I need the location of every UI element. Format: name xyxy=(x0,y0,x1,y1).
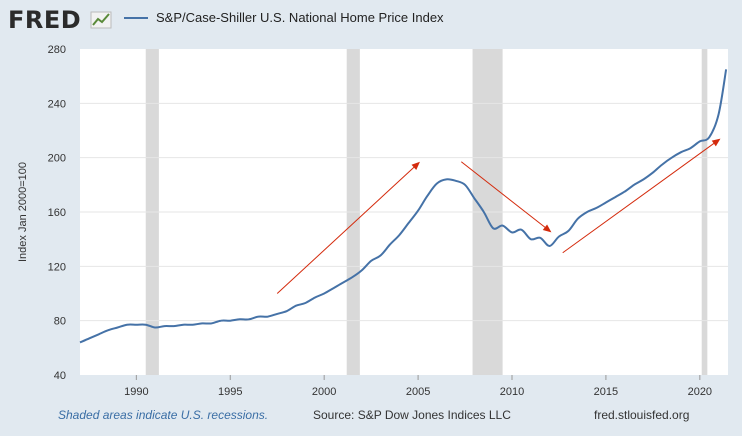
x-axis-ticks: 1990 1995 2000 2005 2010 2015 2020 xyxy=(124,375,712,398)
fred-logo-chart-icon xyxy=(90,11,112,29)
x-tick-label-2005: 2005 xyxy=(406,386,430,398)
source-credit: Source: S&P Dow Jones Indices LLC xyxy=(313,408,511,422)
y-tick-label-120: 120 xyxy=(48,261,66,273)
trend-arrow-2 xyxy=(562,138,721,254)
y-tick-label-280: 280 xyxy=(48,44,66,56)
y-tick-label-240: 240 xyxy=(48,98,66,110)
recession-note: Shaded areas indicate U.S. recessions. xyxy=(58,408,269,422)
y-tick-label-160: 160 xyxy=(48,207,66,219)
legend-label: S&P/Case-Shiller U.S. National Home Pric… xyxy=(156,10,444,25)
y-axis-title: Index Jan 2000=100 xyxy=(17,162,29,262)
y-tick-label-80: 80 xyxy=(54,316,66,328)
x-tick-label-1990: 1990 xyxy=(124,386,148,398)
x-tick-label-2000: 2000 xyxy=(312,386,336,398)
trend-arrows xyxy=(276,138,721,294)
gridlines xyxy=(80,102,728,322)
x-tick-label-1995: 1995 xyxy=(218,386,242,398)
line-chart: 40 80 120 160 200 240 280 1990 1995 2000 2005 2010… xyxy=(17,44,728,398)
x-tick-label-2020: 2020 xyxy=(688,386,712,398)
chart-legend: S&P/Case-Shiller U.S. National Home Pric… xyxy=(124,10,444,25)
chart-header: FRED S&P/Case-Shiller U.S. National Home… xyxy=(0,0,742,40)
y-tick-label-40: 40 xyxy=(54,370,66,382)
site-link[interactable]: fred.stlouisfed.org xyxy=(594,408,690,422)
y-tick-label-200: 200 xyxy=(48,153,66,165)
x-tick-label-2015: 2015 xyxy=(594,386,618,398)
chart-footer: Shaded areas indicate U.S. recessions. S… xyxy=(0,408,742,428)
x-tick-label-2010: 2010 xyxy=(500,386,524,398)
fred-logo[interactable]: FRED xyxy=(8,6,82,34)
series-line xyxy=(79,69,728,344)
y-axis-ticks: 40 80 120 160 200 240 280 xyxy=(48,44,66,382)
legend-swatch xyxy=(124,16,148,19)
trend-arrow-1 xyxy=(460,161,552,233)
trend-arrow-0 xyxy=(276,161,420,294)
